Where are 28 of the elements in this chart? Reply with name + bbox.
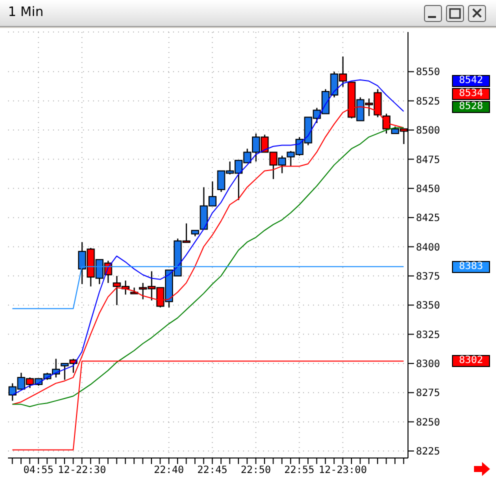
y-tick-label: 8425 — [416, 213, 440, 224]
candlestick — [382, 113, 390, 134]
text: 8528 — [452, 101, 490, 114]
text: 8302 — [452, 355, 490, 368]
y-tick-label: 8275 — [416, 388, 440, 400]
x-tick-label: 12-23:00 — [318, 465, 367, 476]
y-tick-label: 8550 — [416, 67, 440, 78]
y-tick-label: 8325 — [416, 330, 440, 341]
text: 8542 — [452, 75, 490, 88]
y-tick-label: 8225 — [416, 446, 440, 458]
x-tick-label: 22:45 — [197, 465, 228, 476]
y-tick-label: 8500 — [416, 126, 440, 137]
text: 8383 — [452, 260, 490, 273]
x-tick-label: 22:55 — [284, 465, 314, 476]
y-tick-label: 8350 — [416, 300, 440, 312]
y-tick-label: 8250 — [416, 417, 440, 428]
x-tick-label: 22:40 — [154, 465, 184, 476]
x-tick-label: 22:50 — [240, 465, 271, 476]
y-tick-label: 8450 — [416, 184, 440, 195]
y-tick-label: 8300 — [416, 359, 440, 370]
y-tick-label: 8475 — [416, 154, 440, 166]
x-tick-label: 12-22:30 — [58, 465, 106, 476]
x-tick-label: 04:55 — [23, 465, 54, 476]
text: 8534 — [452, 88, 490, 100]
y-tick-label: 8525 — [416, 96, 440, 108]
y-tick-label: 8375 — [416, 271, 440, 282]
y-tick-label: 8400 — [416, 242, 440, 254]
chart-title: 1 Min — [8, 5, 44, 20]
